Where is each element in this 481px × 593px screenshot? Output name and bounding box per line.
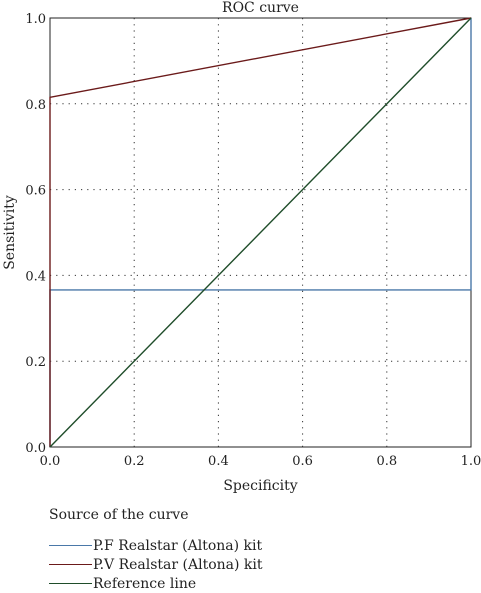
series-line-2 [49,17,472,447]
chart-title: ROC curve [222,0,299,16]
legend-item-3: Reference line [49,574,263,593]
legend-swatch [49,583,92,584]
y-tick-label: 1.0 [25,12,46,27]
legend-label: P.F Realstar (Altona) kit [93,537,263,554]
legend-label: P.V Realstar (Altona) kit [93,556,263,573]
legend-item-1: P.F Realstar (Altona) kit [49,536,263,555]
x-axis-label: Specificity [223,478,297,494]
x-tick-label: 0.8 [376,454,397,469]
x-tick-label: 0.6 [292,454,313,469]
legend-swatch [49,545,92,546]
legend: P.F Realstar (Altona) kit P.V Realstar (A… [49,536,263,593]
series-line-3 [49,17,472,448]
x-tick-label: 1.0 [461,454,481,469]
legend-item-2: P.V Realstar (Altona) kit [49,555,263,574]
legend-swatch [49,564,92,565]
x-tick-label: 0.4 [208,454,229,469]
y-tick-label: 0.0 [25,441,46,456]
y-tick-label: 0.2 [25,355,46,370]
y-tick-label: 0.8 [25,98,46,113]
legend-label: Reference line [93,575,197,592]
y-axis-label: Sensitivity [2,195,18,270]
x-tick-label: 0.0 [40,454,61,469]
y-tick-label: 0.6 [25,184,46,199]
y-tick-label: 0.4 [25,269,46,284]
legend-title: Source of the curve [49,507,189,523]
x-tick-label: 0.2 [124,454,145,469]
